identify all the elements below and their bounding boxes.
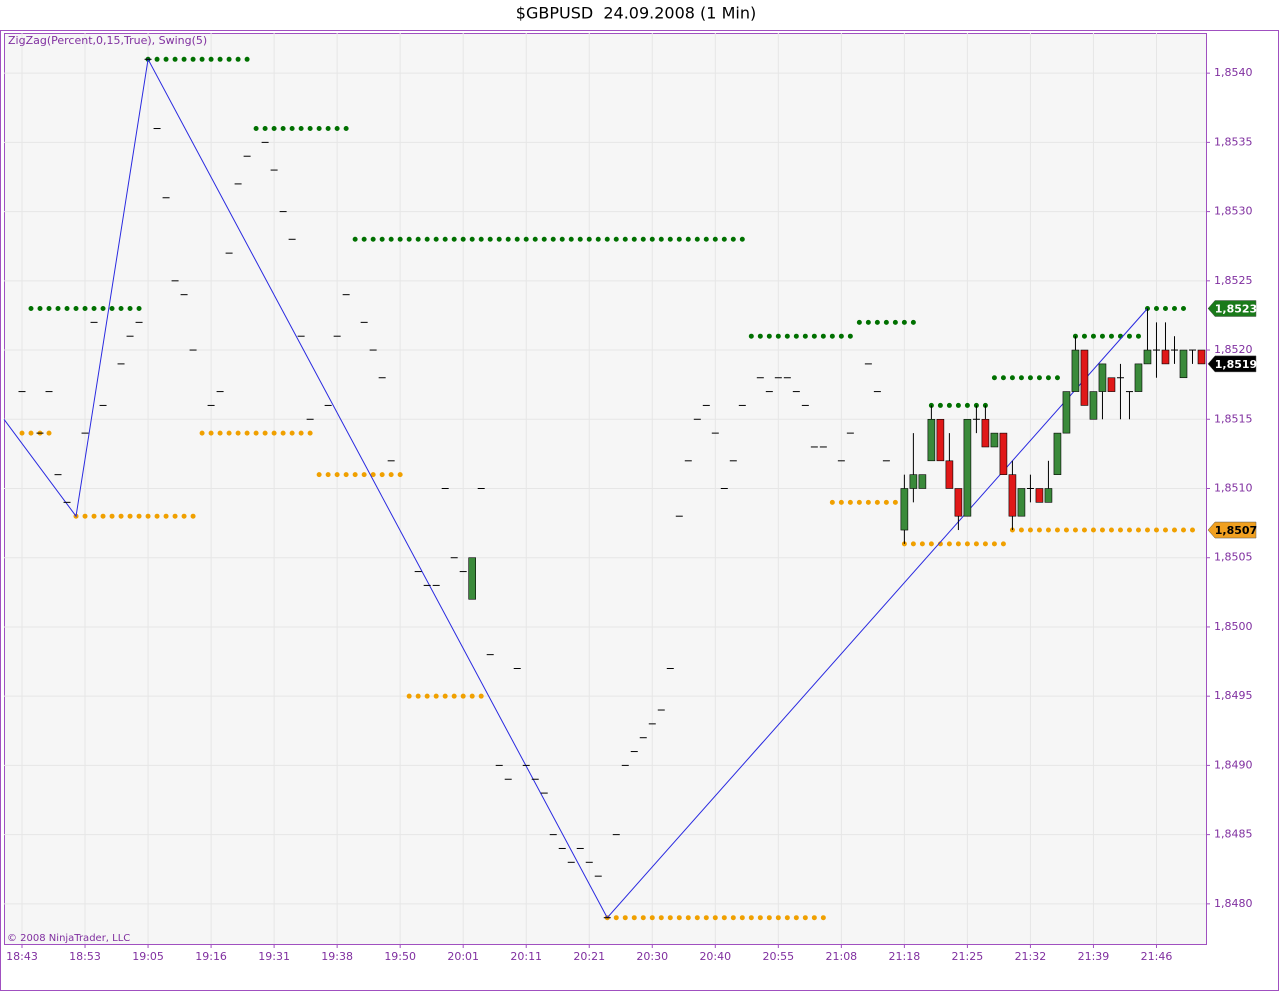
x-tick-label: 19:16 bbox=[195, 950, 227, 963]
y-tick-label: 1,8535 bbox=[1214, 135, 1253, 148]
candle-body bbox=[1071, 349, 1080, 392]
x-tick-label: 20:30 bbox=[636, 950, 668, 963]
price-marker bbox=[1207, 300, 1257, 317]
x-tick-label: 21:25 bbox=[952, 950, 984, 963]
y-tick-label: 1,8530 bbox=[1214, 205, 1253, 218]
price-marker bbox=[1207, 355, 1257, 373]
candle-body bbox=[1179, 349, 1188, 379]
candle-body bbox=[1044, 488, 1053, 503]
y-tick-label: 1,8525 bbox=[1214, 274, 1253, 287]
candle-body bbox=[918, 474, 927, 489]
indicator-label: ZigZag(Percent,0,15,True), Swing(5) bbox=[8, 34, 207, 47]
candle-body bbox=[990, 432, 999, 448]
y-tick-label: 1,8500 bbox=[1214, 620, 1253, 633]
x-tick-label: 19:31 bbox=[258, 950, 290, 963]
candle-body bbox=[954, 488, 963, 517]
x-tick-label: 19:50 bbox=[384, 950, 416, 963]
price-marker-label: 1,8507 bbox=[1215, 524, 1257, 537]
candle-body bbox=[981, 418, 990, 448]
grid bbox=[4, 33, 1206, 944]
candle-body bbox=[927, 418, 936, 462]
x-tick-label: 18:53 bbox=[69, 950, 101, 963]
x-tick-label: 21:46 bbox=[1141, 950, 1173, 963]
x-tick-label: 19:05 bbox=[132, 950, 164, 963]
candle-body bbox=[945, 460, 954, 489]
candle-body bbox=[1080, 349, 1089, 406]
y-tick-label: 1,8520 bbox=[1214, 343, 1253, 356]
copyright: © 2008 NinjaTrader, LLC bbox=[7, 933, 130, 944]
x-tick-label: 20:55 bbox=[762, 950, 794, 963]
y-tick-label: 1,8480 bbox=[1214, 897, 1253, 910]
candle-body bbox=[1035, 488, 1044, 503]
y-tick-label: 1,8485 bbox=[1214, 828, 1253, 841]
candle-body bbox=[1008, 474, 1017, 517]
y-tick-label: 1,8505 bbox=[1214, 551, 1253, 564]
candle-body bbox=[1107, 377, 1116, 392]
candle-body bbox=[1017, 488, 1026, 517]
price-marker-label: 1,8519 bbox=[1215, 358, 1257, 371]
candle-body bbox=[909, 474, 918, 489]
x-tick-label: 21:18 bbox=[889, 950, 921, 963]
x-tick-label: 21:08 bbox=[825, 950, 857, 963]
candle-body bbox=[1161, 349, 1170, 365]
y-tick-label: 1,8490 bbox=[1214, 758, 1253, 771]
candle-body bbox=[1062, 391, 1071, 434]
x-tick-label: 19:38 bbox=[321, 950, 353, 963]
candle-body bbox=[1143, 349, 1152, 365]
x-tick-label: 21:39 bbox=[1078, 950, 1110, 963]
candle-body bbox=[1053, 432, 1062, 475]
y-tick-label: 1,8515 bbox=[1214, 412, 1253, 425]
x-tick-label: 20:40 bbox=[699, 950, 731, 963]
chart-title: $GBPUSD 24.09.2008 (1 Min) bbox=[516, 4, 756, 23]
price-marker bbox=[1207, 521, 1257, 539]
candle-body bbox=[1089, 391, 1098, 420]
candle-body bbox=[963, 418, 972, 517]
candle-body bbox=[1134, 363, 1143, 392]
price-marker-label: 1,8523 bbox=[1215, 303, 1257, 316]
x-tick-label: 20:11 bbox=[510, 950, 542, 963]
candle-body bbox=[1098, 363, 1107, 392]
x-tick-label: 20:01 bbox=[447, 950, 479, 963]
candle-body bbox=[468, 557, 476, 600]
candle-body bbox=[936, 418, 945, 462]
x-tick-label: 18:43 bbox=[6, 950, 38, 963]
candle-body bbox=[999, 432, 1008, 475]
candle-body bbox=[900, 488, 909, 531]
marks bbox=[3, 56, 1206, 921]
x-tick-label: 21:32 bbox=[1015, 950, 1047, 963]
candle-body bbox=[1197, 349, 1206, 365]
y-tick-label: 1,8510 bbox=[1214, 482, 1253, 495]
x-tick-label: 20:21 bbox=[573, 950, 605, 963]
y-tick-label: 1,8495 bbox=[1214, 689, 1253, 702]
y-tick-label: 1,8540 bbox=[1214, 66, 1253, 79]
